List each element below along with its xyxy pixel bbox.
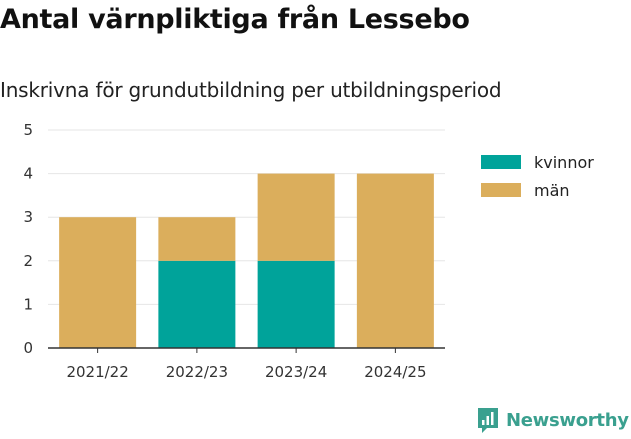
- brand-name: Newsworthy: [506, 409, 629, 431]
- chart-subtitle: Inskrivna för grundutbildning per utbild…: [0, 78, 502, 102]
- axes: 0 1 2 3 4 5 2021/22 2022/23 2023/24 2024/25: [23, 121, 445, 381]
- legend-item-man[interactable]: män: [481, 176, 594, 204]
- legend: kvinnor män: [481, 148, 594, 204]
- newsworthy-icon: [478, 408, 498, 433]
- bar-män-2021/22[interactable]: [59, 217, 137, 348]
- y-tick-label-0: 0: [23, 339, 33, 357]
- bar-män-2022/23[interactable]: [158, 217, 236, 261]
- y-tick-label-4: 4: [23, 165, 33, 183]
- y-tick-label-1: 1: [23, 295, 33, 313]
- bar-kvinnor-2023/24[interactable]: [257, 260, 335, 348]
- legend-label-kvinnor: kvinnor: [534, 152, 594, 172]
- legend-label-man: män: [534, 180, 570, 200]
- x-tick-label-2024/25: 2024/25: [364, 363, 426, 381]
- legend-item-kvinnor[interactable]: kvinnor: [481, 148, 594, 176]
- x-tick-label-2021/22: 2021/22: [66, 363, 128, 381]
- y-tick-label-5: 5: [23, 121, 33, 139]
- bar-män-2024/25[interactable]: [356, 173, 434, 348]
- legend-swatch-man: [481, 183, 521, 197]
- chart-title: Antal värnpliktiga från Lessebo: [0, 4, 470, 35]
- bar-kvinnor-2022/23[interactable]: [158, 260, 236, 348]
- bar-män-2023/24[interactable]: [257, 173, 335, 261]
- newsworthy-logo: Newsworthy: [476, 406, 629, 434]
- y-tick-label-2: 2: [23, 252, 33, 270]
- x-tick-label-2023/24: 2023/24: [265, 363, 327, 381]
- y-tick-label-3: 3: [23, 208, 33, 226]
- x-tick-label-2022/23: 2022/23: [166, 363, 228, 381]
- legend-swatch-kvinnor: [481, 155, 521, 169]
- bars: [59, 173, 434, 348]
